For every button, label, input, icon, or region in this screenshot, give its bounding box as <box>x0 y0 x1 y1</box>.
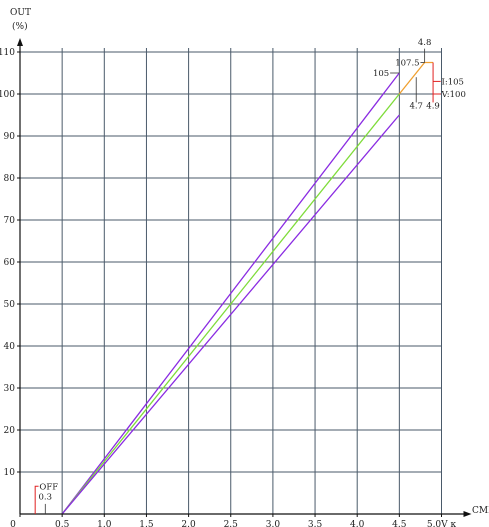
x-tick-label-3: 1.5 <box>139 520 154 527</box>
y-tick-label-1: 10 <box>4 468 16 478</box>
annotation-4-8: 4.8 <box>418 38 432 48</box>
annotation-i-105: I:105 <box>442 77 464 87</box>
y-tick-label-6: 60 <box>4 258 16 268</box>
y-tick-label-10: 100 <box>0 90 15 100</box>
y-tick-label-9: 90 <box>4 132 16 142</box>
x-tick-label-7: 3.5 <box>308 520 323 527</box>
y-tick-label-8: 80 <box>4 174 16 184</box>
y-axis-arrow <box>17 38 23 46</box>
annotation-4-7: 4.7 <box>409 102 423 112</box>
y-tick-label-5: 50 <box>4 300 16 310</box>
y-tick-label-3: 30 <box>4 384 16 394</box>
x-tick-label-4: 2.0 <box>181 520 196 527</box>
y-axis-label-line1: OUT <box>10 8 31 18</box>
annotation-0-3: 0.3 <box>39 493 53 503</box>
x-tick-label-9: 4.5 <box>392 520 407 527</box>
x-tick-label-2: 1.0 <box>97 520 112 527</box>
y-tick-label-4: 40 <box>4 342 16 352</box>
y-axis-label-line2: (%) <box>12 21 28 32</box>
y-tick-label-11: 110 <box>0 48 15 58</box>
x-tick-label-10: 5.0V κ <box>427 520 457 527</box>
y-tick-label-2: 20 <box>4 426 16 436</box>
x-tick-label-1: 0.5 <box>55 520 70 527</box>
x-tick-label-0: 0 <box>10 520 16 527</box>
series-lower <box>61 114 400 515</box>
grid-lines <box>20 48 442 514</box>
annotation-v-100: V:100 <box>441 90 466 100</box>
x-tick-label-8: 4.0 <box>350 520 365 527</box>
x-tick-label-6: 3.0 <box>266 520 281 527</box>
tick-labels: 0 0.5 1.0 1.5 2.0 2.5 3.0 3.5 4.0 4.5 5.0V κ 10 20 30… <box>0 48 457 527</box>
annotation-107-5: 107.5 <box>395 59 419 69</box>
series-lines <box>61 61 434 515</box>
axes <box>17 38 472 517</box>
annotation-105: 105 <box>373 69 389 79</box>
annotation-4-9: 4.9 <box>426 102 440 112</box>
y-tick-label-7: 70 <box>4 216 16 226</box>
annotation-off-marker <box>34 485 39 514</box>
series-upper <box>61 72 400 515</box>
x-axis-label: CMI <box>472 506 489 516</box>
x-tick-label-5: 2.5 <box>224 520 239 527</box>
series-center <box>61 93 400 515</box>
annotation-off: OFF <box>39 482 58 492</box>
x-axis-arrow <box>463 511 472 517</box>
